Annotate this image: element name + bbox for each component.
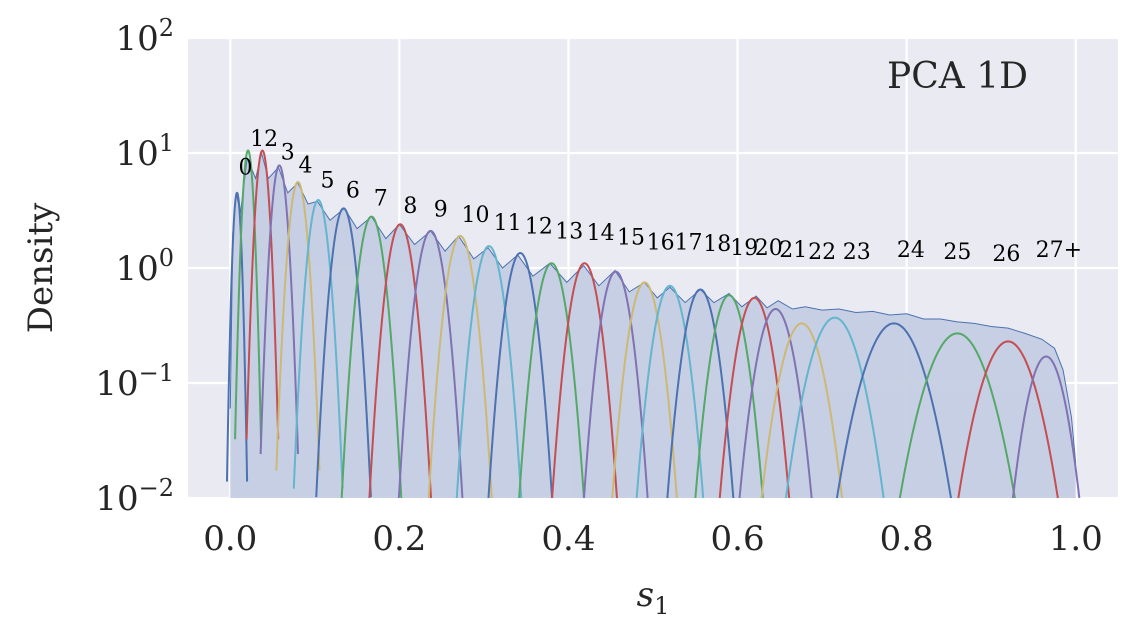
peak-label-2: 3 (281, 140, 295, 165)
peak-label-4: 5 (321, 169, 335, 194)
y-tick-label-1: 10−1 (95, 359, 174, 404)
peak-label-14: 15 (617, 226, 645, 251)
x-tick-label-3: 0.6 (711, 519, 765, 559)
peak-label-8: 9 (434, 198, 448, 223)
peak-label-18: 19 (730, 236, 758, 261)
component-curve-14 (551, 262, 618, 498)
component-curve-27plus (1011, 355, 1081, 498)
plot-area (225, 149, 1081, 498)
peak-label-10: 11 (494, 211, 522, 236)
component-curve-13 (518, 262, 585, 498)
component-curve-4 (275, 180, 321, 471)
x-axis-ticks: 0.0 0.2 0.4 0.6 0.8 1.0 (203, 519, 1103, 559)
x-tick-label-2: 0.4 (541, 519, 595, 559)
y-tick-label-3: 101 (115, 129, 174, 174)
component-curve-1 (234, 149, 262, 440)
component-curve-23 (784, 316, 885, 498)
peak-label-1: 12 (250, 127, 278, 152)
peak-label-15: 16 (647, 230, 675, 255)
component-curve-20 (718, 296, 791, 498)
peak-label-26: 27+ (1036, 238, 1082, 263)
component-curve-21 (738, 307, 813, 498)
peak-label-17: 18 (703, 232, 731, 257)
y-tick-label-4: 102 (115, 14, 174, 59)
component-curve-16 (611, 281, 678, 498)
peak-label-21: 22 (808, 240, 836, 265)
component-curve-25 (898, 332, 1016, 498)
x-tick-label-4: 0.8 (880, 519, 934, 559)
x-axis-label-main: s (637, 575, 654, 615)
component-curve-9 (397, 229, 464, 498)
y-tick-label-2: 100 (115, 244, 174, 289)
component-curve-11 (455, 245, 523, 498)
peak-label-5: 6 (346, 179, 360, 204)
component-curve-17 (635, 284, 705, 498)
peak-label-16: 17 (675, 230, 703, 255)
component-curve-22 (760, 322, 844, 498)
chart-title: PCA 1D (887, 56, 1028, 97)
x-tick-label-1: 0.2 (372, 519, 426, 559)
component-curve-0 (225, 191, 249, 482)
peak-label-12: 13 (555, 220, 583, 245)
component-curve-18 (666, 288, 735, 498)
peak-label-7: 8 (403, 194, 417, 219)
y-axis-ticks: 10−2 10−1 100 101 102 (95, 14, 174, 519)
y-tick-label-0: 10−2 (95, 474, 174, 519)
x-tick-label-0: 0.0 (203, 519, 257, 559)
component-curve-26 (957, 340, 1059, 498)
y-axis-label: Density (21, 202, 61, 333)
peak-label-24: 25 (943, 240, 971, 265)
peak-label-22: 23 (843, 240, 871, 265)
component-curve-7 (340, 215, 403, 498)
component-curve-12 (487, 252, 554, 498)
peak-label-19: 20 (755, 236, 783, 261)
component-curve-10 (427, 234, 493, 498)
x-axis-label: s1 (637, 575, 670, 620)
x-tick-label-5: 1.0 (1049, 519, 1103, 559)
component-curve-15 (582, 270, 649, 498)
peak-label-13: 14 (587, 221, 615, 246)
peak-label-0: 0 (239, 156, 253, 181)
peak-label-6: 7 (374, 186, 388, 211)
component-curve-19 (694, 294, 764, 498)
peak-label-11: 12 (525, 214, 553, 239)
component-curve-2 (245, 149, 280, 440)
component-curve-3 (259, 164, 299, 455)
component-curve-24 (835, 322, 952, 498)
peak-label-25: 26 (992, 242, 1020, 267)
x-axis-label-subscript: 1 (654, 592, 669, 620)
peak-label-20: 21 (779, 238, 807, 263)
component-curve-8 (368, 223, 433, 498)
component-curve-5 (292, 199, 344, 489)
component-curve-6 (315, 207, 372, 498)
total-density-area (230, 153, 1076, 498)
peak-label-9: 10 (462, 203, 490, 228)
peak-label-23: 24 (897, 238, 925, 263)
peak-label-3: 4 (299, 153, 313, 178)
total-density-edge (229, 152, 1077, 464)
